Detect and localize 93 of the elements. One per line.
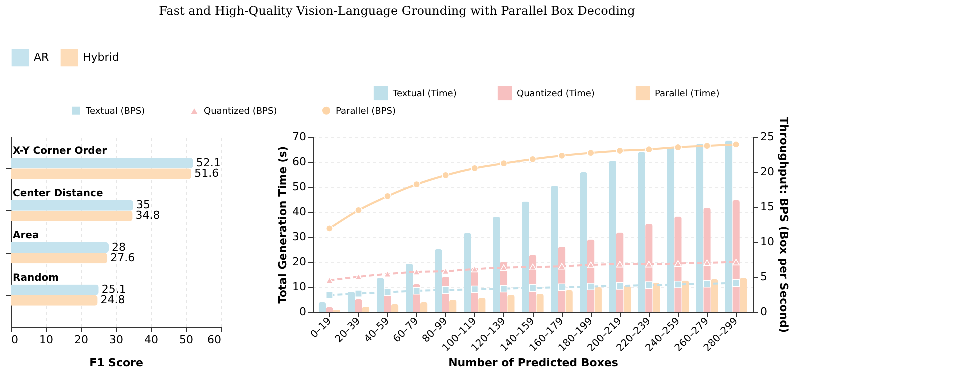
data-label: 27.6 [110,251,136,264]
bar [450,300,457,312]
point [616,147,624,155]
data-label: 25.1 [102,283,126,296]
legend-label: AR [34,50,50,64]
legend-label: Parallel (Time) [655,89,720,100]
data-label: 34.8 [136,209,160,222]
point [442,286,450,294]
point [442,172,450,180]
text: Fast and High-Quality Vision-Language Grounding with Parallel Box Decoding [159,4,636,18]
y-tick-label: 70 [292,130,306,144]
point [645,261,653,268]
bar [318,302,326,312]
data-label: 52.1 [196,156,221,170]
x-tick-label: 50 [180,334,194,346]
point [616,261,624,268]
x-tick-label: 20 [74,334,88,346]
point [587,262,595,268]
point [384,192,392,200]
bar [391,304,399,312]
point [704,280,712,288]
legend-label: Parallel (BPS) [336,106,396,117]
point [645,146,653,154]
y-tick-label: 40 [292,206,306,218]
point [674,144,682,152]
bar [740,278,748,312]
x-tick-label: 10 [40,334,54,346]
point [587,149,595,157]
point [354,290,362,298]
point [704,142,712,150]
legend-label: Quantized (BPS) [204,107,278,118]
y2-tick-label: 5 [760,270,768,284]
y-tick-label: Random [13,272,60,284]
y-tick-label: 60 [292,156,306,168]
y-axis-title: Total Generation Time (s) [276,146,290,304]
y-tick-label: 20 [292,256,306,268]
y-tick-label: X-Y Corner Order [13,146,108,158]
data-label: 24.8 [100,294,126,307]
point [587,283,595,291]
point [674,260,682,268]
data-label: 28 [112,240,126,254]
y2-tick-label: 15 [760,200,774,214]
y2-tick-label: 10 [760,236,774,248]
bar [420,302,428,312]
point [674,280,682,288]
point [413,287,421,295]
x-tick-label: 40 [144,334,158,346]
point [500,160,508,168]
y2-tick-label: 0 [760,306,768,318]
point [645,282,653,290]
point [732,258,740,266]
point [529,284,537,292]
point [558,284,566,292]
x-tick-label: 60 [208,334,222,346]
y2-tick-label: 20 [760,166,774,178]
bar [710,280,718,312]
point [471,164,479,172]
bar [624,286,632,312]
bar [682,280,690,312]
point [616,282,624,290]
point [384,288,392,296]
y-tick-label: Area [13,230,40,242]
y2-axis-title: Throughput: BPS (Box per Second) [777,117,790,333]
y-tick-label: 0 [300,306,306,318]
point [413,180,421,188]
point [500,285,508,293]
y-tick-label: 10 [292,280,306,294]
data-label: 51.6 [194,166,220,180]
point [732,140,740,148]
point [529,156,537,164]
point [471,286,479,294]
x-axis-title: Number of Predicted Boxes [448,356,619,370]
legend-label: Textual (BPS) [85,106,146,117]
y-tick-label: 50 [292,180,306,194]
point [558,263,566,270]
point [529,264,537,271]
point [326,224,334,232]
y-tick-label: 30 [292,230,306,244]
point [354,206,362,214]
y2-tick-label: 25 [760,130,774,144]
point [558,152,566,160]
x-axis-title: F1 Score [90,356,144,370]
legend-label: Quantized (Time) [517,89,595,100]
point [500,264,508,272]
y-tick-label: Center Distance [13,188,104,200]
point [732,280,740,288]
legend-label: Hybrid [83,50,120,64]
legend-label: Textual (Time) [392,89,457,100]
x-tick-label: 30 [110,334,124,346]
bar [652,283,660,312]
data-label: 35 [136,198,150,212]
point [704,260,712,266]
point [326,291,334,299]
